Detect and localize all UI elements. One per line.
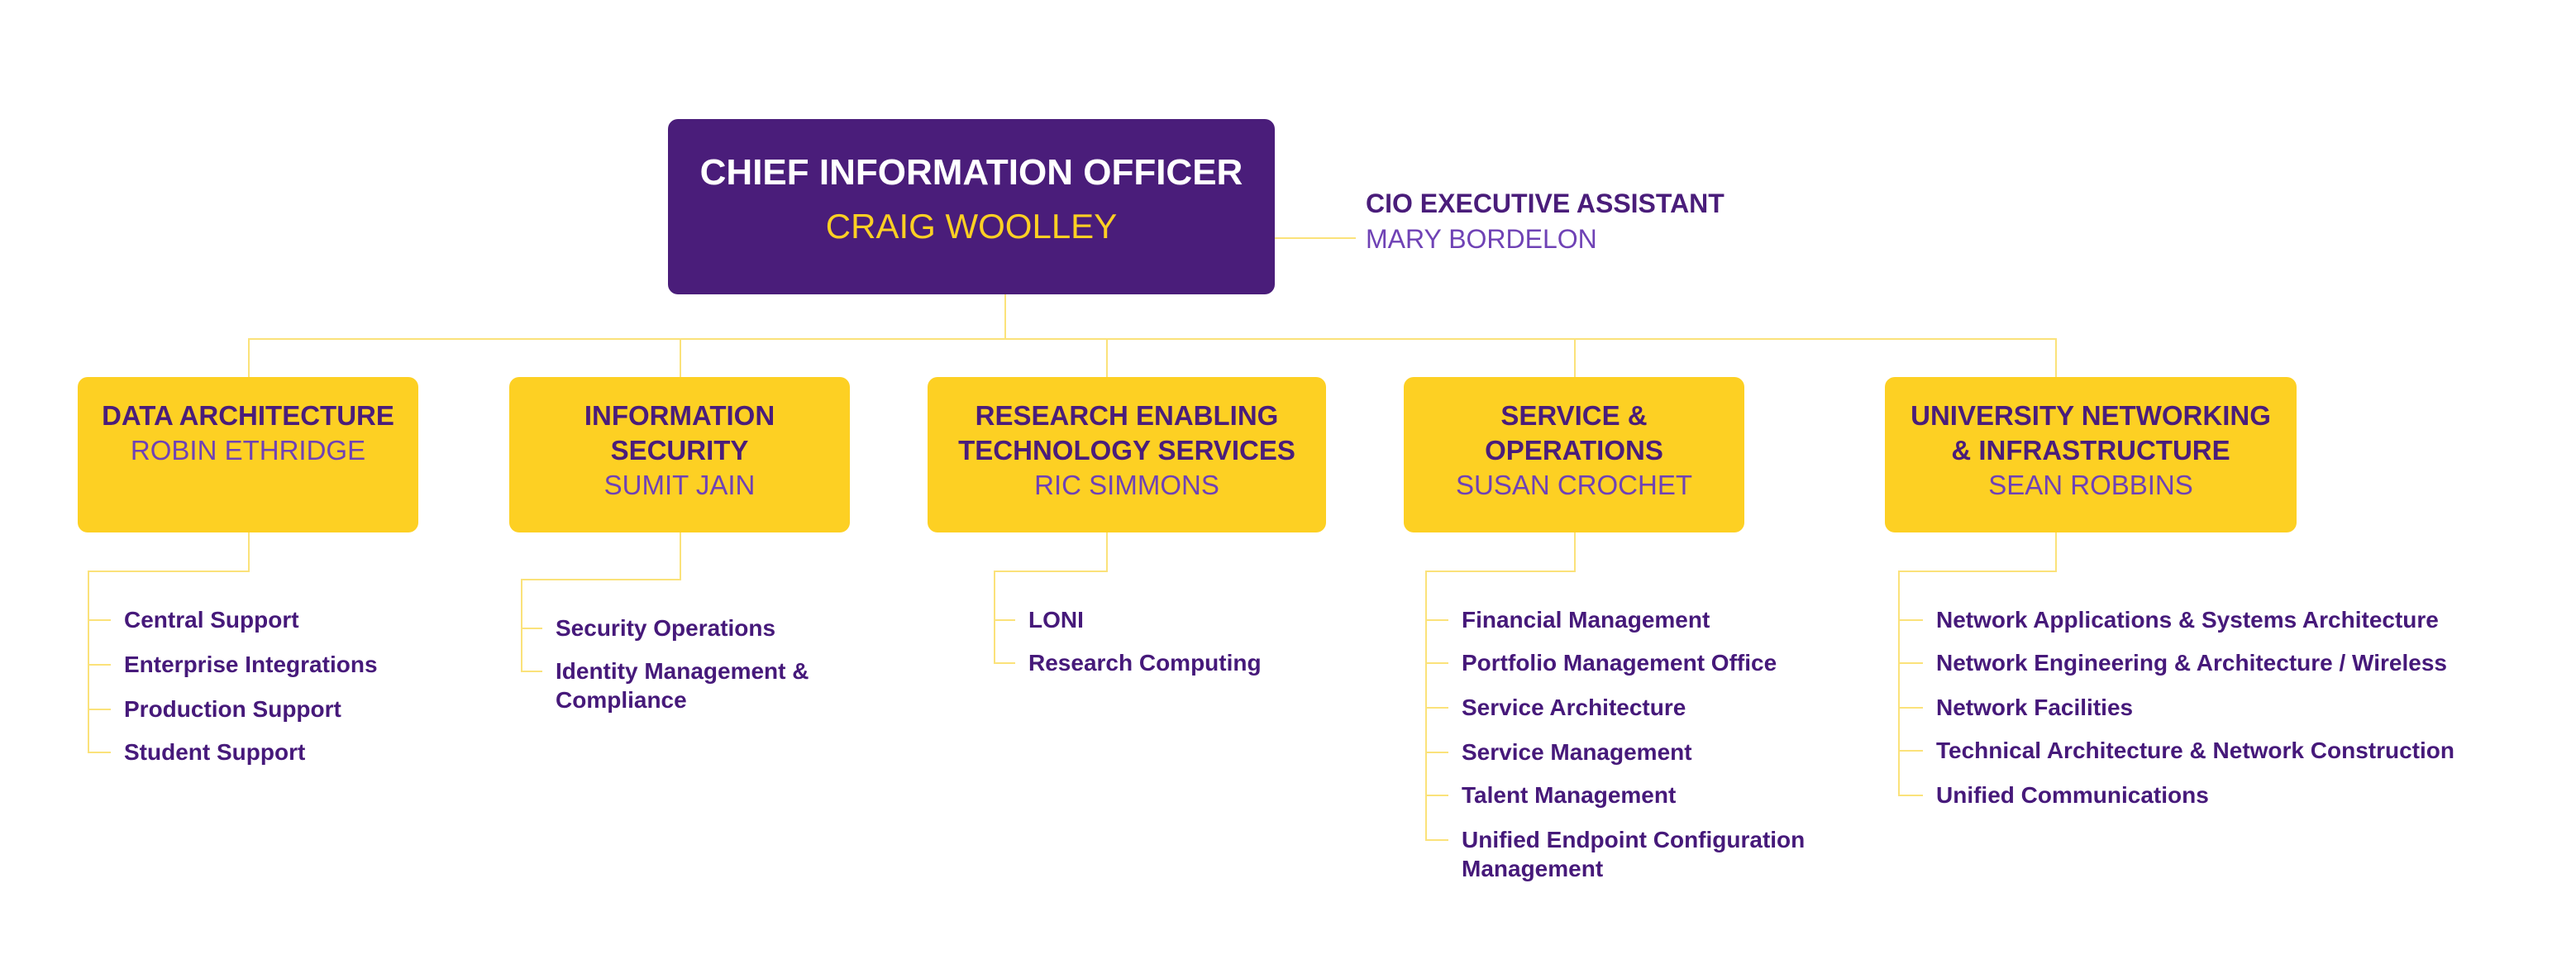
connector bbox=[88, 664, 111, 666]
connector bbox=[1425, 662, 1448, 664]
cio-name: CRAIG WOOLLEY bbox=[825, 207, 1118, 246]
department-title: SERVICE & OPERATIONS bbox=[1485, 400, 1663, 466]
assistant-box: CIO EXECUTIVE ASSISTANT MARY BORDELON bbox=[1366, 189, 1724, 255]
department-box: DATA ARCHITECTURE ROBIN ETHRIDGE bbox=[78, 377, 418, 532]
connector bbox=[521, 628, 542, 629]
department-head: RIC SIMMONS bbox=[1034, 470, 1219, 500]
sub-unit: Technical Architecture & Network Constru… bbox=[1936, 738, 2454, 763]
sub-unit: Unified Endpoint Configuration Managemen… bbox=[1462, 827, 1806, 881]
connector bbox=[248, 339, 250, 377]
sub-unit: Identity Management & Compliance bbox=[556, 658, 809, 713]
connector bbox=[1425, 571, 1427, 839]
department-head: SUMIT JAIN bbox=[603, 470, 756, 500]
sub-unit: Unified Communications bbox=[1936, 782, 2209, 808]
connector bbox=[1898, 795, 1923, 796]
connector bbox=[1425, 839, 1448, 841]
department-box: UNIVERSITY NETWORKING & INFRASTRUCTURE SE… bbox=[1885, 377, 2297, 532]
connector bbox=[1898, 571, 2057, 572]
sub-unit: Network Applications & Systems Architect… bbox=[1936, 607, 2439, 633]
sub-unit: Security Operations bbox=[556, 615, 776, 641]
department-title: DATA ARCHITECTURE bbox=[102, 400, 394, 431]
department-head: SEAN ROBBINS bbox=[1988, 470, 2193, 500]
department-title: INFORMATION SECURITY bbox=[584, 400, 775, 466]
sub-unit: Network Engineering & Architecture / Wir… bbox=[1936, 650, 2447, 676]
assistant-name: MARY BORDELON bbox=[1366, 224, 1597, 254]
connector bbox=[1425, 571, 1576, 572]
connector bbox=[994, 571, 995, 662]
connector bbox=[248, 338, 2057, 340]
sub-unit: Enterprise Integrations bbox=[124, 652, 378, 677]
connector bbox=[521, 671, 542, 672]
connector bbox=[1425, 795, 1448, 796]
connector bbox=[1004, 294, 1006, 339]
connector bbox=[1574, 339, 1576, 377]
sub-unit: Service Management bbox=[1462, 739, 1692, 765]
assistant-title: CIO EXECUTIVE ASSISTANT bbox=[1366, 189, 1724, 218]
department-title: RESEARCH ENABLING TECHNOLOGY SERVICES bbox=[958, 400, 1295, 466]
department-title: UNIVERSITY NETWORKING & INFRASTRUCTURE bbox=[1911, 400, 2271, 466]
connector bbox=[1898, 571, 1900, 795]
cio-box: CHIEF INFORMATION OFFICER CRAIG WOOLLEY bbox=[668, 119, 1275, 294]
sub-unit: Portfolio Management Office bbox=[1462, 650, 1777, 676]
connector bbox=[1275, 237, 1356, 239]
connector bbox=[2055, 339, 2057, 377]
connector bbox=[1106, 532, 1108, 571]
connector bbox=[521, 579, 522, 671]
connector bbox=[88, 752, 111, 753]
connector bbox=[1898, 750, 1923, 752]
sub-unit: Talent Management bbox=[1462, 782, 1677, 808]
sub-unit: Research Computing bbox=[1028, 650, 1262, 676]
connector bbox=[88, 571, 89, 752]
connector bbox=[1425, 619, 1448, 621]
connector bbox=[521, 579, 681, 580]
department-box: RESEARCH ENABLING TECHNOLOGY SERVICES RIC… bbox=[928, 377, 1326, 532]
connector bbox=[1574, 532, 1576, 571]
sub-unit: LONI bbox=[1028, 607, 1084, 633]
connector bbox=[1425, 707, 1448, 709]
connector bbox=[1898, 707, 1923, 709]
sub-unit: Financial Management bbox=[1462, 607, 1710, 633]
connector bbox=[1898, 662, 1923, 664]
cio-title: CHIEF INFORMATION OFFICER bbox=[699, 152, 1243, 193]
department-box: INFORMATION SECURITY SUMIT JAIN bbox=[509, 377, 850, 532]
connector bbox=[994, 571, 1108, 572]
department-box: SERVICE & OPERATIONS SUSAN CROCHET bbox=[1404, 377, 1744, 532]
department-head: SUSAN CROCHET bbox=[1455, 470, 1693, 500]
connector bbox=[2055, 532, 2057, 571]
sub-unit: Central Support bbox=[124, 607, 299, 633]
connector bbox=[680, 339, 681, 377]
connector bbox=[680, 532, 681, 579]
connector bbox=[1425, 752, 1448, 753]
connector bbox=[88, 709, 111, 710]
sub-unit: Student Support bbox=[124, 739, 306, 765]
connector bbox=[994, 662, 1015, 664]
connector bbox=[994, 619, 1015, 621]
connector bbox=[88, 571, 250, 572]
sub-unit: Network Facilities bbox=[1936, 695, 2134, 720]
sub-unit: Service Architecture bbox=[1462, 695, 1686, 720]
department-head: ROBIN ETHRIDGE bbox=[130, 435, 366, 466]
connector bbox=[1898, 619, 1923, 621]
connector bbox=[1106, 339, 1108, 377]
connector bbox=[88, 619, 111, 621]
sub-unit: Production Support bbox=[124, 696, 341, 722]
connector bbox=[248, 532, 250, 571]
